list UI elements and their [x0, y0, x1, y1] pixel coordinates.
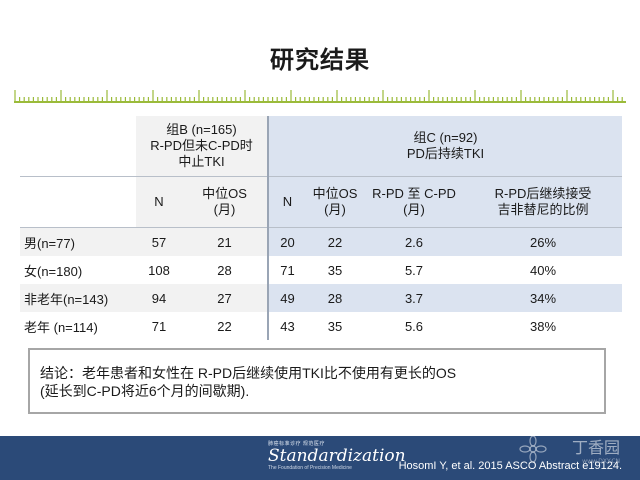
logo-wordmark: Standardization	[268, 446, 406, 466]
conclusion-line1: 结论：老年患者和女性在 R-PD后继续使用TKI比不使用有更长的OS	[40, 365, 457, 381]
table-cell: 35	[306, 312, 364, 340]
row-label: 老年 (n=114)	[20, 312, 136, 340]
table-cell: 71	[267, 256, 306, 284]
col-header-unit: (月)	[403, 202, 425, 217]
table-cell: 40%	[464, 256, 623, 284]
table-cell: 28	[306, 284, 364, 312]
table-cell: 27	[182, 284, 268, 312]
table-cell: 57	[136, 227, 182, 256]
col-header-unit: (月)	[324, 202, 346, 217]
col-header-label-2: 吉非替尼的比例	[497, 202, 589, 217]
table-cell: 38%	[464, 312, 623, 340]
table-cell: 22	[182, 312, 268, 340]
logo-tagline: 肺癌标准诊疗 规范医疗	[268, 441, 325, 447]
col-header-c-os: 中位OS (月)	[306, 176, 364, 228]
col-header-b-os: 中位OS (月)	[182, 176, 268, 228]
table-cell: 20	[267, 227, 306, 256]
table-cell: 35	[306, 256, 364, 284]
col-header-label: R-PD后继续接受	[494, 186, 592, 201]
col-header-c-interval: R-PD 至 C-PD (月)	[364, 176, 464, 228]
citation-text: HosomI Y, et al. 2015 ASCO Abstract e191…	[398, 460, 622, 472]
table-cell: 2.6	[364, 227, 464, 256]
logo-subtitle: The Foundation of Precision Medicine	[268, 465, 352, 471]
col-header-unit: (月)	[213, 202, 236, 217]
col-header-label: N	[154, 194, 164, 209]
dxy-watermark: 丁香园 www.DXY.CN	[572, 434, 620, 465]
row-label: 非老年(n=143)	[20, 284, 136, 312]
header-empty	[20, 176, 136, 228]
col-header-label: 中位OS	[202, 186, 247, 201]
table-cell: 94	[136, 284, 182, 312]
table-row: 男(n=77) 57 21 20 22 2.6 26%	[20, 227, 623, 256]
footer-bar: 肺癌标准诊疗 规范医疗 Standardization The Foundati…	[0, 436, 640, 480]
standardization-logo: 肺癌标准诊疗 规范医疗 Standardization The Foundati…	[268, 440, 406, 476]
table-cell: 71	[136, 312, 182, 340]
table-cell: 26%	[464, 227, 623, 256]
table-row: 非老年(n=143) 94 27 49 28 3.7 34%	[20, 284, 623, 312]
col-header-label: N	[282, 194, 293, 209]
table-cell: 43	[267, 312, 306, 340]
col-header-b-n: N	[136, 176, 182, 228]
table-cell: 28	[182, 256, 268, 284]
row-label: 男(n=77)	[20, 227, 136, 256]
group-c-desc: PD后持续TKI	[406, 146, 485, 161]
table-cell: 108	[136, 256, 182, 284]
col-header-label: R-PD 至 C-PD	[372, 186, 456, 201]
group-b-header: 组B (n=165) R-PD但未C-PD时 中止TKI	[136, 116, 268, 177]
table-row: 女(n=180) 108 28 71 35 5.7 40%	[20, 256, 623, 284]
col-header-label: 中位OS	[312, 186, 358, 201]
group-b-desc-line2: 中止TKI	[178, 154, 225, 169]
col-header-c-ratio: R-PD后继续接受 吉非替尼的比例	[464, 176, 623, 228]
table-cell: 22	[306, 227, 364, 256]
group-c-header: 组C (n=92) PD后持续TKI	[266, 116, 623, 177]
ruler-decoration	[14, 88, 626, 104]
table-row: 老年 (n=114) 71 22 43 35 5.6 38%	[20, 312, 623, 340]
results-table: 组B (n=165) R-PD但未C-PD时 中止TKI 组C (n=92) P…	[20, 116, 623, 340]
header-empty	[20, 116, 136, 177]
slide-title: 研究结果	[270, 47, 370, 74]
conclusion-line2: (延长到C-PD将近6个月的间歇期).	[40, 383, 250, 399]
table-cell: 5.7	[364, 256, 464, 284]
table-cell: 5.6	[364, 312, 464, 340]
group-c-title: 组C (n=92)	[413, 130, 478, 145]
table-cell: 49	[267, 284, 306, 312]
watermark-url: www.DXY.CN	[582, 458, 620, 465]
group-b-desc-line1: R-PD但未C-PD时	[150, 138, 253, 153]
watermark-text: 丁香园	[571, 438, 620, 457]
table-cell: 21	[182, 227, 268, 256]
table-cell: 34%	[464, 284, 623, 312]
row-label: 女(n=180)	[20, 256, 136, 284]
dxy-flower-icon	[518, 434, 548, 469]
table-cell: 3.7	[364, 284, 464, 312]
conclusion-box: 结论：老年患者和女性在 R-PD后继续使用TKI比不使用有更长的OS (延长到C…	[28, 348, 606, 414]
group-b-title: 组B (n=165)	[166, 122, 237, 137]
col-header-c-n: N	[267, 176, 306, 228]
